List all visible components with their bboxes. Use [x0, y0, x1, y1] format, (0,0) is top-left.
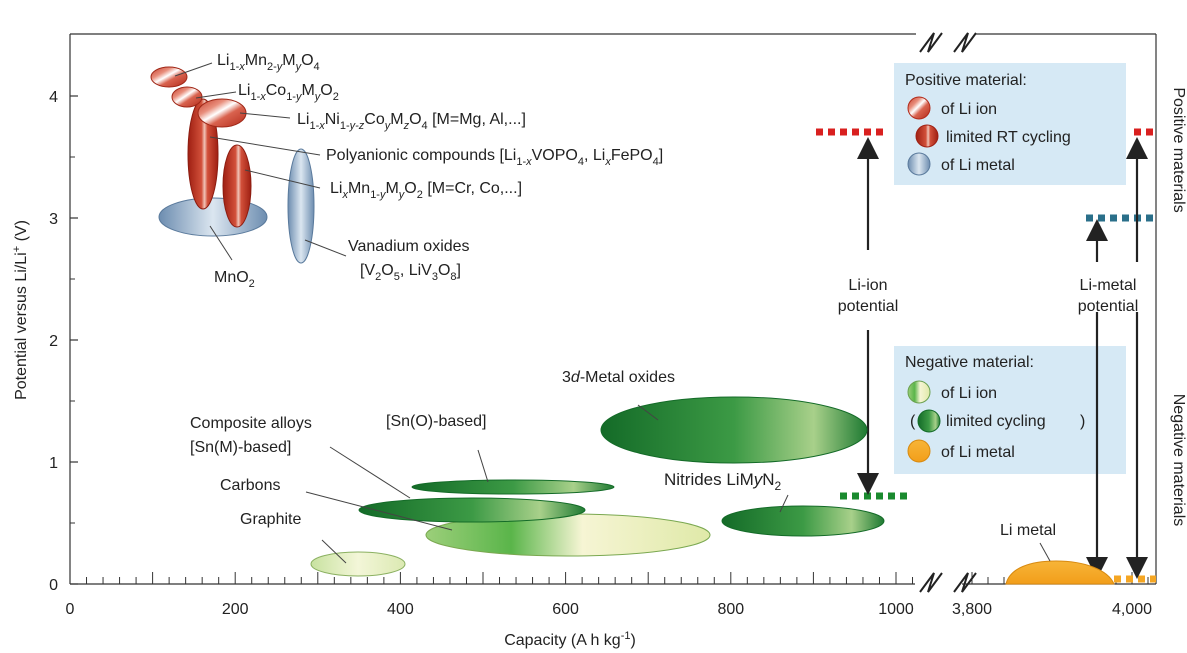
material-labels: Li1-xMn2-yMyO4 Li1-xCo1-yMyO2 Li1-xNi1-y… [190, 52, 1056, 539]
li-metal-potential-label-1: Li-metal [1080, 277, 1137, 294]
nitrides-region [721, 505, 885, 537]
legend-positive-swatch-limited [915, 124, 939, 148]
x-tick-label-broken: 4,000 [1112, 601, 1152, 618]
legend-negative-swatch-li-metal [907, 439, 931, 463]
x-tick-label: 0 [66, 601, 75, 618]
x-tick-label: 1000 [878, 601, 914, 618]
x-tick-label: 400 [387, 601, 414, 618]
vanadium-oxides-region [287, 148, 315, 264]
axis-break-bottom [919, 572, 977, 593]
legend-negative-item-2: limited cycling [946, 413, 1046, 430]
legend-positive-item-2: limited RT cycling [946, 129, 1071, 146]
legend-positive-swatch-li-metal [907, 152, 931, 176]
li-metal-region [1005, 560, 1115, 585]
label-limn2o4: Li1-xMn2-yMyO4 [217, 52, 320, 73]
limno2-region [222, 144, 252, 228]
label-composite-1: Composite alloys [190, 415, 312, 432]
y-axis-label: Potential versus Li/Li+ (V) [11, 220, 30, 400]
potential-lines [816, 128, 1156, 583]
label-vanadium-1: Vanadium oxides [348, 238, 470, 255]
metal-oxides-region [600, 396, 868, 464]
lini-region [197, 98, 247, 128]
legend-negative-title: Negative material: [905, 354, 1034, 371]
axes: 0 200 400 600 800 1000 3,800 4,000 0 1 2 3 4 [49, 26, 1157, 618]
label-metal-oxides: 3d-Metal oxides [562, 369, 675, 386]
material-regions [150, 66, 1115, 585]
legend-negative-swatch-limited [917, 409, 941, 433]
legend-negative-swatch-li-ion [907, 380, 931, 404]
legend-negative: Negative material: of Li ion ( limited c… [894, 346, 1126, 474]
label-mno2: MnO2 [214, 269, 255, 290]
label-carbons: Carbons [220, 477, 280, 494]
y-tick-label: 4 [49, 89, 58, 106]
right-label-negative: Negative materials [1170, 394, 1187, 527]
right-label-positive: Positive materials [1170, 87, 1187, 212]
label-licoo2: Li1-xCo1-yMyO2 [238, 82, 339, 103]
x-axis-label: Capacity (A h kg-1) [504, 630, 636, 649]
licoo2-region [171, 86, 203, 108]
legend-positive-title: Positive material: [905, 72, 1027, 89]
limn2o4-region [150, 66, 188, 88]
potential-arrows: Li-ion potential Li-metal potential [838, 137, 1148, 579]
label-polyanionic: Polyanionic compounds [Li1-xVOPO4, LixFe… [326, 147, 663, 168]
label-sno: [Sn(O)-based] [386, 413, 486, 430]
legend-positive-item-3: of Li metal [941, 157, 1015, 174]
legend-negative-box [894, 346, 1126, 474]
legend-positive-item-1: of Li ion [941, 101, 997, 118]
x-tick-label: 200 [222, 601, 249, 618]
y-tick-label: 2 [49, 333, 58, 350]
graphite-region [310, 551, 406, 577]
label-lini: Li1-xNi1-y-zCoyMzO4 [M=Mg, Al,...] [297, 111, 526, 132]
x-tick-label-broken: 3,800 [952, 601, 992, 618]
label-li-metal: Li metal [1000, 522, 1056, 539]
composite-region [358, 497, 586, 523]
sno-region [411, 479, 615, 495]
leader-lines [174, 62, 1051, 564]
legend-negative-paren-open: ( [910, 413, 916, 430]
legend-negative-item-3: of Li metal [941, 444, 1015, 461]
polyanionic-region [187, 98, 219, 210]
label-vanadium-2: [V2O5, LiV3O8] [360, 262, 461, 283]
legend-positive: Positive material: of Li ion limited RT … [894, 63, 1126, 185]
legend-negative-item-1: of Li ion [941, 385, 997, 402]
y-ticks: 0 1 2 3 4 [49, 89, 78, 594]
x-ticks: 0 200 400 600 800 1000 3,800 4,000 [66, 572, 1152, 618]
li-ion-potential-label-2: potential [838, 298, 899, 315]
x-tick-label: 800 [717, 601, 744, 618]
li-ion-potential-label-1: Li-ion [848, 277, 887, 294]
y-tick-label: 3 [49, 211, 58, 228]
li-metal-potential-label-2: potential [1078, 298, 1139, 315]
axis-break-top [916, 26, 977, 53]
label-nitrides: Nitrides LiMyN2 [664, 470, 782, 493]
label-graphite: Graphite [240, 511, 301, 528]
y-tick-label: 0 [49, 577, 58, 594]
y-tick-label: 1 [49, 455, 58, 472]
x-tick-label: 600 [552, 601, 579, 618]
label-composite-2: [Sn(M)-based] [190, 439, 291, 456]
legend-positive-swatch-li-ion [907, 96, 931, 120]
legend-positive-box [894, 63, 1126, 185]
legend-negative-paren-close: ) [1080, 413, 1085, 430]
label-limno2: LixMn1-yMyO2 [M=Cr, Co,...] [330, 180, 522, 201]
